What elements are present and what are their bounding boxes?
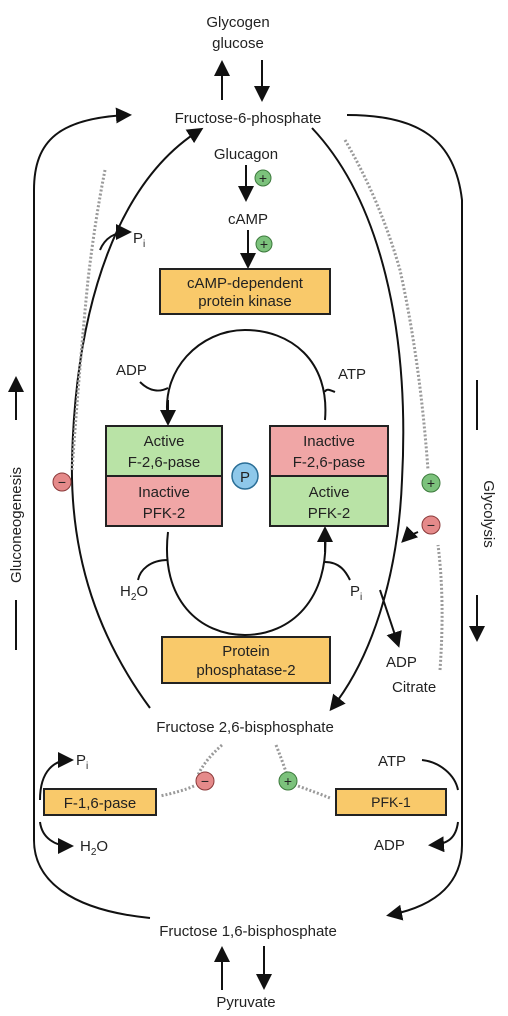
pi-lower-arrow xyxy=(39,752,74,801)
glucose-label: glucose xyxy=(212,35,264,52)
glycolysis-label: Glycolysis xyxy=(480,480,497,548)
active-f26pase-line2: F-2,6-pase xyxy=(128,454,201,471)
pfk1-label: PFK-1 xyxy=(371,794,411,810)
plus-sign: + xyxy=(260,236,268,252)
h2o-mid-left-label: H2O xyxy=(120,583,148,603)
pfk1-box xyxy=(335,788,447,816)
glycogen-label: Glycogen xyxy=(206,14,269,31)
minus-circle-f16pase xyxy=(195,771,215,791)
wavy-to-f16pase xyxy=(159,784,195,798)
camp-label: cAMP xyxy=(228,211,268,228)
gluconeogenesis-outer-arrow xyxy=(33,107,151,919)
inactive-pfk2-line1: Inactive xyxy=(138,484,190,501)
minus-circle-left xyxy=(52,472,72,492)
pi-top-left-label: Pi xyxy=(133,230,145,250)
inactive-f26pase-line1: Inactive xyxy=(303,433,355,450)
plus-sign: + xyxy=(284,773,292,789)
plus-sign: + xyxy=(427,475,435,491)
kinase-label-line1: cAMP-dependent xyxy=(187,275,304,292)
minus-sign: − xyxy=(201,773,209,789)
plus-circle-pfk1 xyxy=(278,771,298,791)
fructose-2-6-bisphosphate-label: Fructose 2,6-bisphosphate xyxy=(156,719,334,736)
active-pfk2-line1: Active xyxy=(309,484,350,501)
wavy-f26bp-to-right-plus xyxy=(274,744,288,773)
minus-sign: − xyxy=(427,517,435,533)
pi-low-left-label: Pi xyxy=(76,752,88,772)
h2o-mid-arrow xyxy=(137,559,169,581)
adp-lower-arrow xyxy=(428,821,459,853)
protein-phosphatase-2-box xyxy=(161,636,331,684)
inactive-pfk2-box xyxy=(105,475,223,527)
h2o-lower-arrow xyxy=(39,821,74,854)
adp-mid-left-arrow xyxy=(139,381,169,392)
fructose-6-phosphate-label: Fructose-6-phosphate xyxy=(175,110,322,127)
adp-mid-left-label: ADP xyxy=(116,362,147,379)
plus-sign: + xyxy=(259,170,267,186)
adp-right-label: ADP xyxy=(386,654,417,671)
atp-low-right-label: ATP xyxy=(378,753,406,770)
plus-circle-right xyxy=(421,473,441,493)
phosphatase-line1: Protein xyxy=(222,643,270,660)
inactive-f26pase-box xyxy=(269,425,389,477)
adp-low-right-label: ADP xyxy=(374,837,405,854)
wavy-citrate xyxy=(436,544,444,671)
phosphatase-cycle-bottom-arc xyxy=(165,531,327,637)
citrate-label: Citrate xyxy=(392,679,436,696)
phosphate-label: P xyxy=(240,469,250,486)
f16pase-label: F-1,6-pase xyxy=(64,795,137,812)
wavy-to-pfk1 xyxy=(297,784,331,800)
plus-circle-camp xyxy=(255,235,273,253)
pi-mid-right-label: Pi xyxy=(350,583,362,603)
atp-lower-arrow xyxy=(421,759,459,791)
glycolysis-outer-arrow xyxy=(346,114,463,921)
camp-dependent-protein-kinase-box xyxy=(159,268,331,315)
pyruvate-label: Pyruvate xyxy=(216,994,275,1011)
wavy-f6p-to-left-minus xyxy=(70,169,107,471)
active-pfk2-line2: PFK-2 xyxy=(308,505,351,522)
glucagon-label: Glucagon xyxy=(214,146,278,163)
atp-mid-right-arrow xyxy=(324,388,336,393)
kinase-label-line2: protein kinase xyxy=(198,293,291,310)
pi-release-arrow-top xyxy=(99,224,132,251)
active-f26pase-box xyxy=(105,425,223,477)
h2o-low-left-label: H2O xyxy=(80,838,108,858)
citrate-inhibition-arrow xyxy=(401,525,419,543)
minus-circle-citrate xyxy=(421,515,441,535)
inner-left-arrow-f26bp-to-f6p xyxy=(70,127,204,709)
phosphate-circle xyxy=(231,462,259,490)
phosphatase-line2: phosphatase-2 xyxy=(196,662,295,679)
gluconeogenesis-label: Gluconeogenesis xyxy=(8,467,25,583)
gluconeogenesis-side-label: Gluconeogenesis xyxy=(8,376,25,650)
fructose-1-6-bisphosphate-label: Fructose 1,6-bisphosphate xyxy=(159,923,337,940)
minus-sign: − xyxy=(58,474,66,490)
arrow-to-adp-right xyxy=(379,589,402,648)
inner-right-arrow-f6p-to-f26bp xyxy=(311,127,405,712)
kinase-cycle-top-arc xyxy=(165,328,327,421)
active-f26pase-line1: Active xyxy=(144,433,185,450)
f16pase-box xyxy=(43,788,157,816)
plus-circle-glucagon xyxy=(254,169,272,187)
atp-mid-right-label: ATP xyxy=(338,366,366,383)
wavy-f26bp-to-left-minus xyxy=(196,743,223,776)
inactive-pfk2-line2: PFK-2 xyxy=(143,505,186,522)
active-pfk2-box xyxy=(269,475,389,527)
wavy-f6p-to-right-plus xyxy=(343,139,430,471)
inactive-f26pase-line2: F-2,6-pase xyxy=(293,454,366,471)
pi-mid-arrow xyxy=(324,561,351,581)
glycolysis-side-label: Glycolysis xyxy=(469,380,497,642)
